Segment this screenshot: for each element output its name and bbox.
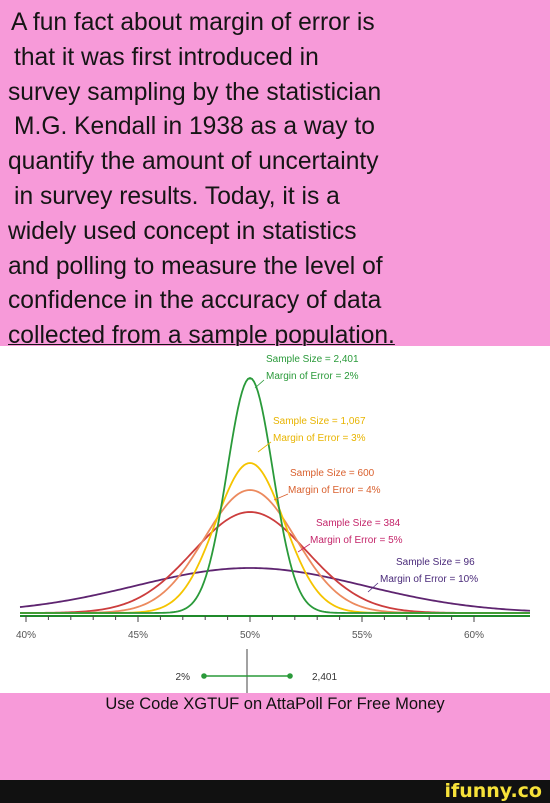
x-tick-label: 50%	[240, 630, 260, 641]
series-label-sample-size: Sample Size = 96	[396, 557, 475, 568]
x-tick-label: 45%	[128, 630, 148, 641]
curve-moe-2	[20, 377, 530, 614]
label-leader-line	[367, 582, 379, 593]
series-label-margin-of-error: Margin of Error = 10%	[380, 574, 478, 585]
margin-of-error-chart: 40% 45% 50% 55% 60% Sample Size = 2,401 Margin…	[0, 346, 550, 693]
fact-line-5: quantify the amount of uncertainty	[8, 148, 379, 176]
scale-legend-right-label: 2,401	[312, 672, 337, 683]
scale-legend-dot-right	[287, 673, 293, 679]
scale-legend-left-label: 2%	[176, 672, 191, 683]
label-leader-line	[254, 379, 265, 389]
series-label-margin-of-error: Margin of Error = 5%	[310, 535, 403, 546]
footer-bar: ifunny.co	[0, 780, 550, 803]
series-label-sample-size: Sample Size = 2,401	[266, 354, 359, 365]
series-label-sample-size: Sample Size = 384	[316, 518, 401, 529]
chart-svg: 40% 45% 50% 55% 60% Sample Size = 2,401 Margin…	[16, 354, 531, 693]
label-leader-line	[257, 441, 272, 453]
fact-line-4: M.G. Kendall in 1938 as a way to	[14, 113, 375, 141]
fact-line-9: confidence in the accuracy of data	[8, 287, 382, 315]
x-tick-label: 60%	[464, 630, 484, 641]
fun-fact-text: A fun fact about margin of error is that…	[0, 0, 550, 354]
scale-legend-dot-left	[201, 673, 207, 679]
series-label-margin-of-error: Margin of Error = 2%	[266, 371, 359, 382]
series-label-sample-size: Sample Size = 600	[290, 468, 375, 479]
series-label-margin-of-error: Margin of Error = 3%	[273, 433, 366, 444]
label-leader-line	[273, 493, 289, 501]
series-label-sample-size: Sample Size = 1,067	[273, 416, 366, 427]
x-tick-label: 40%	[16, 630, 36, 641]
x-tick-label: 55%	[352, 630, 372, 641]
ifunny-watermark: ifunny.co	[444, 780, 542, 802]
fact-line-10: collected from a sample population.	[8, 322, 395, 350]
series-label-margin-of-error: Margin of Error = 4%	[288, 485, 381, 496]
label-leader-line	[297, 543, 311, 553]
fact-line-3: survey sampling by the statistician	[8, 78, 382, 106]
fact-line-6: in survey results. Today, it is a	[14, 182, 340, 210]
fact-line-1: A fun fact about margin of error is	[11, 9, 375, 36]
fact-line-8: and polling to measure the level of	[8, 252, 383, 280]
fact-line-2: that it was first introduced in	[14, 43, 319, 71]
promo-text: Use Code XGTUF on AttaPoll For Free Mone…	[105, 695, 445, 713]
curve-moe-10	[19, 567, 531, 612]
fact-line-7: widely used concept in statistics	[8, 217, 357, 245]
